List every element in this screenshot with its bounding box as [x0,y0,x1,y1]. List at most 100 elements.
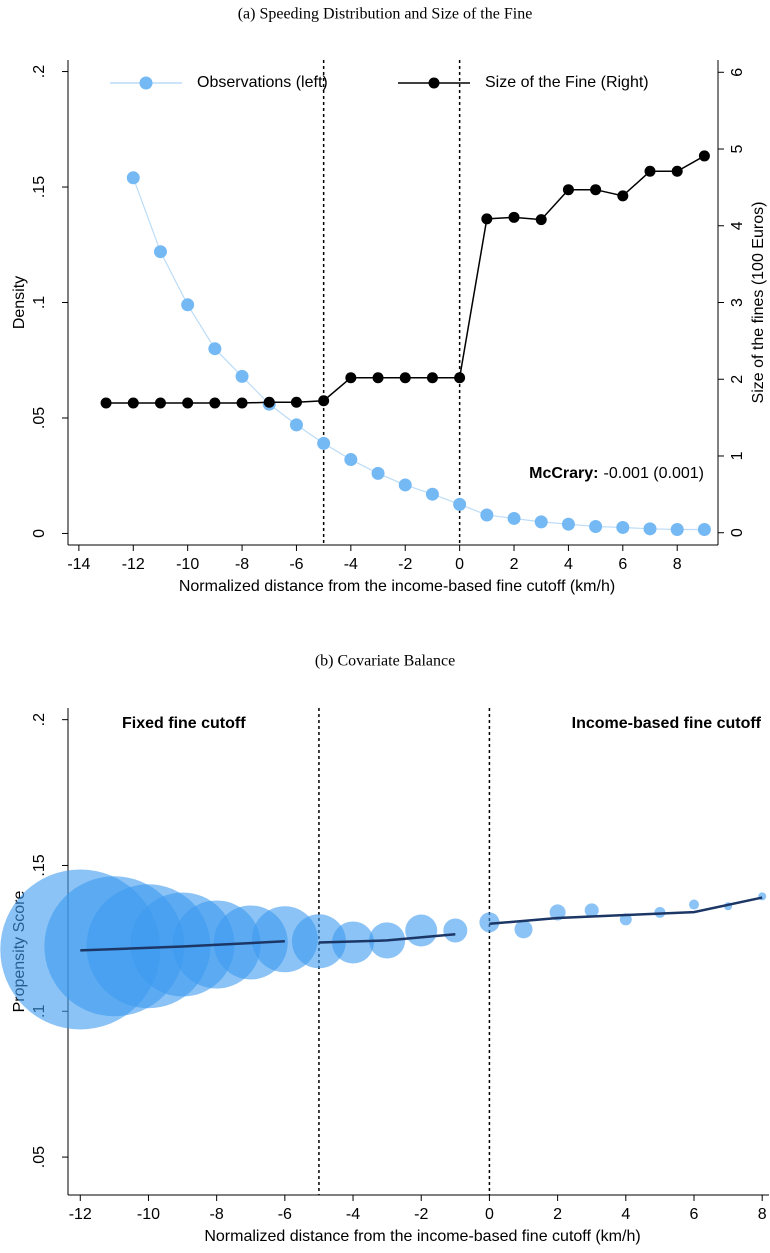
x-tick-label: 2 [510,556,519,573]
data-point [318,395,330,407]
series-line [132,177,705,531]
annotation: Fixed fine cutoff [122,715,246,732]
x-tick-label: -4 [344,556,358,573]
legend-label: Size of the Fine (Right) [485,74,649,91]
bubble [479,912,500,933]
data-point [126,171,140,185]
data-point [344,453,358,467]
x-axis-title: Normalized distance from the income-base… [179,578,615,595]
data-point [236,397,248,409]
data-point [153,245,167,259]
data-point [208,342,222,356]
data-point [507,511,521,525]
legend-marker [428,77,440,89]
bubble [514,920,533,939]
y2-tick-label: 3 [729,298,746,307]
data-point [697,523,711,537]
x-tick-label: -12 [122,556,145,573]
bubble [619,913,632,926]
y2-tick-label: 6 [729,68,746,77]
fit-line [80,940,285,952]
data-point [480,508,494,522]
x-tick-label: -4 [346,1206,360,1223]
data-point [643,522,657,536]
fit-line [489,896,763,926]
chart-title: (a) Speeding Distribution and Size of th… [238,6,533,23]
data-point [398,478,412,492]
y2-tick-label: 5 [729,144,746,153]
bubble [688,899,699,910]
x-tick-label: 8 [758,1206,767,1223]
data-point [561,517,575,531]
bubble [549,904,566,921]
x-tick-label: -14 [67,556,90,573]
y-tick-label: .05 [31,1146,48,1168]
y2-tick-label: 2 [729,375,746,384]
x-tick-label: -10 [176,556,199,573]
data-point [671,165,683,177]
x-tick-label: -6 [278,1206,292,1223]
data-point [235,369,249,383]
data-point [345,372,357,384]
y-axis-title: Density [11,276,28,329]
y-tick-label: .05 [31,407,48,429]
series-line [106,155,705,404]
data-point [127,397,139,409]
data-point [670,523,684,537]
data-point [616,520,630,534]
y2-tick-label: 4 [729,221,746,230]
y-tick-label: .1 [31,296,48,309]
data-point [426,372,438,384]
y2-tick-label: 0 [729,528,746,537]
y-tick-label: 0 [31,529,48,538]
y-tick-label: .2 [31,713,48,726]
x-tick-label: -2 [398,556,412,573]
annotation: Income-based fine cutoff [572,715,762,732]
x-tick-label: 4 [621,1206,630,1223]
x-tick-label: 8 [673,556,682,573]
legend-marker [139,76,153,90]
data-point [100,397,112,409]
annotation-text: -0.001 (0.001) [603,465,704,482]
data-point [399,372,411,384]
data-point [617,190,629,202]
x-tick-label: -10 [137,1206,160,1223]
x-tick-label: 0 [485,1206,494,1223]
data-point [562,184,574,196]
x-tick-label: 4 [564,556,573,573]
x-tick-label: 6 [690,1206,699,1223]
x-tick-label: -2 [414,1206,428,1223]
data-point [290,396,302,408]
y2-axis-title: Size of the fines (100 Euros) [750,202,767,404]
chart-title: (b) Covariate Balance [315,653,455,670]
data-point [182,397,194,409]
x-tick-label: -8 [210,1206,224,1223]
x-tick-label: 2 [553,1206,562,1223]
data-point [535,214,547,226]
fit-line [318,933,456,944]
data-point [317,436,331,450]
data-point [372,372,384,384]
legend-label: Observations (left) [197,74,328,91]
data-point [425,487,439,501]
data-point [454,372,466,384]
data-point [481,213,493,225]
data-point [698,150,710,162]
y-tick-label: .15 [31,176,48,198]
annotation-label: McCrary: [529,465,598,482]
x-tick-label: -8 [235,556,249,573]
data-point [590,184,602,196]
data-point [453,497,467,511]
x-tick-label: 6 [618,556,627,573]
y-tick-label: .15 [31,854,48,876]
annotation: McCrary: -0.001 (0.001) [529,465,704,482]
y-tick-label: .2 [31,65,48,78]
data-point [371,466,385,480]
data-point [181,298,195,312]
data-point [289,418,303,432]
data-point [589,520,603,534]
data-point [508,211,520,223]
bubble [405,914,438,947]
x-tick-label: -12 [69,1206,92,1223]
